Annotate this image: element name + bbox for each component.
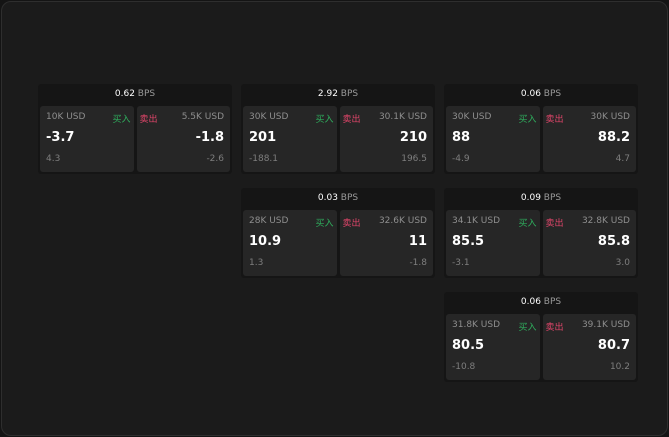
bid-change: -3.1 <box>452 258 470 268</box>
sell-label: 卖出 <box>545 219 564 229</box>
bid-size: 30K USD <box>452 112 492 122</box>
ask-change: -1.8 <box>409 258 427 268</box>
sell-cell[interactable]: 卖出 5.5K USD -1.8 -2.6 <box>136 106 230 172</box>
ask-price: 80.7 <box>597 338 630 353</box>
ask-price: -1.8 <box>195 130 224 145</box>
spread-unit: BPS <box>137 89 156 99</box>
ask-change: 10.2 <box>609 362 630 372</box>
spread-value: 0.09 <box>520 193 541 203</box>
spread-unit: BPS <box>340 193 359 203</box>
ask-size: 32.8K USD <box>581 216 630 226</box>
bid-price: 80.5 <box>452 338 485 353</box>
quote-card: 2.92 BPS 30K USD 买入 201 -188.1 卖出 30.1K … <box>241 84 435 174</box>
spread-header: 0.62 BPS <box>38 84 232 104</box>
buy-cell[interactable]: 34.1K USD 买入 85.5 -3.1 <box>446 210 540 276</box>
spread-value: 0.62 <box>114 89 135 99</box>
buy-label: 买入 <box>518 323 537 333</box>
bid-size: 28K USD <box>249 216 289 226</box>
ask-size: 39.1K USD <box>581 320 630 330</box>
ask-price: 85.8 <box>597 234 630 249</box>
spread-value: 0.03 <box>317 193 338 203</box>
bid-price: 88 <box>452 130 471 145</box>
spread-value: 0.06 <box>520 297 541 307</box>
buy-cell[interactable]: 28K USD 买入 10.9 1.3 <box>243 210 337 276</box>
buy-cell[interactable]: 10K USD 买入 -3.7 4.3 <box>40 106 134 172</box>
bid-change: -188.1 <box>249 154 279 164</box>
quote-card: 0.06 BPS 31.8K USD 买入 80.5 -10.8 卖出 39.1… <box>444 292 638 382</box>
bid-size: 34.1K USD <box>452 216 501 226</box>
buy-label: 买入 <box>518 219 537 229</box>
spread-header: 0.09 BPS <box>444 188 638 208</box>
spread-header: 0.06 BPS <box>444 84 638 104</box>
ask-size: 32.6K USD <box>378 216 427 226</box>
bid-price: 10.9 <box>249 234 282 249</box>
spread-unit: BPS <box>340 89 359 99</box>
bid-price: 85.5 <box>452 234 485 249</box>
ask-change: -2.6 <box>206 154 224 164</box>
bid-price: 201 <box>249 130 277 145</box>
sell-cell[interactable]: 卖出 32.6K USD 11 -1.8 <box>339 210 433 276</box>
quote-card: 0.09 BPS 34.1K USD 买入 85.5 -3.1 卖出 32.8K… <box>444 188 638 278</box>
quote-card: 0.06 BPS 30K USD 买入 88 -4.9 卖出 30K USD 8… <box>444 84 638 174</box>
bid-size: 31.8K USD <box>452 320 501 330</box>
sell-label: 卖出 <box>342 219 361 229</box>
bid-size: 10K USD <box>46 112 86 122</box>
ask-price: 11 <box>408 234 427 249</box>
spread-unit: BPS <box>543 89 562 99</box>
ask-size: 30K USD <box>590 112 630 122</box>
quote-card: 0.03 BPS 28K USD 买入 10.9 1.3 卖出 32.6K US… <box>241 188 435 278</box>
spread-header: 0.03 BPS <box>241 188 435 208</box>
bid-change: 1.3 <box>249 258 264 268</box>
sell-label: 卖出 <box>545 323 564 333</box>
buy-label: 买入 <box>518 115 537 125</box>
bid-size: 30K USD <box>249 112 289 122</box>
spread-value: 0.06 <box>520 89 541 99</box>
sell-label: 卖出 <box>139 115 158 125</box>
spread-unit: BPS <box>543 193 562 203</box>
sell-label: 卖出 <box>545 115 564 125</box>
buy-cell[interactable]: 30K USD 买入 201 -188.1 <box>243 106 337 172</box>
bid-change: -10.8 <box>452 362 476 372</box>
sell-cell[interactable]: 卖出 39.1K USD 80.7 10.2 <box>542 314 636 380</box>
spread-header: 2.92 BPS <box>241 84 435 104</box>
ask-change: 196.5 <box>401 154 427 164</box>
buy-cell[interactable]: 31.8K USD 买入 80.5 -10.8 <box>446 314 540 380</box>
ask-change: 3.0 <box>615 258 630 268</box>
ask-price: 210 <box>399 130 427 145</box>
sell-label: 卖出 <box>342 115 361 125</box>
sell-cell[interactable]: 卖出 30.1K USD 210 196.5 <box>339 106 433 172</box>
sell-cell[interactable]: 卖出 32.8K USD 85.8 3.0 <box>542 210 636 276</box>
bid-change: -4.9 <box>452 154 470 164</box>
spread-value: 2.92 <box>317 89 338 99</box>
spread-header: 0.06 BPS <box>444 292 638 312</box>
buy-label: 买入 <box>315 115 334 125</box>
ask-size: 30.1K USD <box>378 112 427 122</box>
buy-label: 买入 <box>112 115 131 125</box>
sell-cell[interactable]: 卖出 30K USD 88.2 4.7 <box>542 106 636 172</box>
spread-unit: BPS <box>543 297 562 307</box>
ask-price: 88.2 <box>597 130 630 145</box>
bid-price: -3.7 <box>46 130 75 145</box>
buy-label: 买入 <box>315 219 334 229</box>
buy-cell[interactable]: 30K USD 买入 88 -4.9 <box>446 106 540 172</box>
ask-size: 5.5K USD <box>181 112 224 122</box>
bid-change: 4.3 <box>46 154 61 164</box>
quote-card: 0.62 BPS 10K USD 买入 -3.7 4.3 卖出 5.5K USD… <box>38 84 232 174</box>
ask-change: 4.7 <box>615 154 630 164</box>
